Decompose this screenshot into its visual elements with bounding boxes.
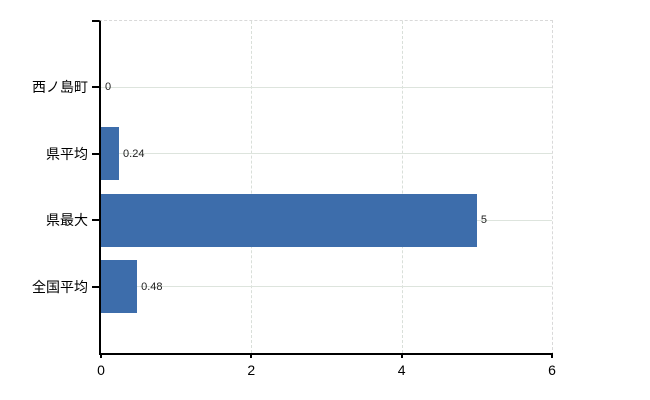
x-tick-label: 0 xyxy=(97,362,105,378)
grid-line-vertical xyxy=(251,21,253,353)
grid-line-horizontal xyxy=(101,286,552,288)
value-label: 0.48 xyxy=(141,280,163,293)
category-label: 県平均 xyxy=(46,145,88,162)
x-axis-tick xyxy=(250,353,253,358)
y-axis-tick xyxy=(92,86,99,89)
x-axis-tick xyxy=(100,353,102,358)
value-label: 0 xyxy=(105,81,112,94)
y-axis-tick xyxy=(92,152,99,155)
x-tick-label: 2 xyxy=(247,362,256,378)
bar xyxy=(101,127,120,181)
bar xyxy=(101,260,138,314)
value-label: 5 xyxy=(480,214,487,227)
grid-line-horizontal xyxy=(101,86,552,88)
value-label: 0.24 xyxy=(123,147,145,160)
y-axis-end-tick xyxy=(92,20,99,22)
x-tick-label: 4 xyxy=(397,362,406,378)
plot-area: 西ノ島町 0 県平均 0.24 県最大 5 全国平均 0.48 0 2 4 6 xyxy=(32,20,556,378)
category-label: 全国平均 xyxy=(32,278,88,295)
bar xyxy=(101,193,477,247)
x-axis-tick xyxy=(400,353,403,358)
x-tick-label: 6 xyxy=(548,362,556,378)
grid-line-horizontal xyxy=(101,153,552,155)
y-axis-tick xyxy=(92,285,99,288)
x-axis-tick xyxy=(551,353,553,358)
category-label: 西ノ島町 xyxy=(32,79,88,96)
category-label: 県最大 xyxy=(46,212,88,229)
grid-line-vertical xyxy=(401,21,403,353)
y-axis-tick xyxy=(92,219,99,222)
